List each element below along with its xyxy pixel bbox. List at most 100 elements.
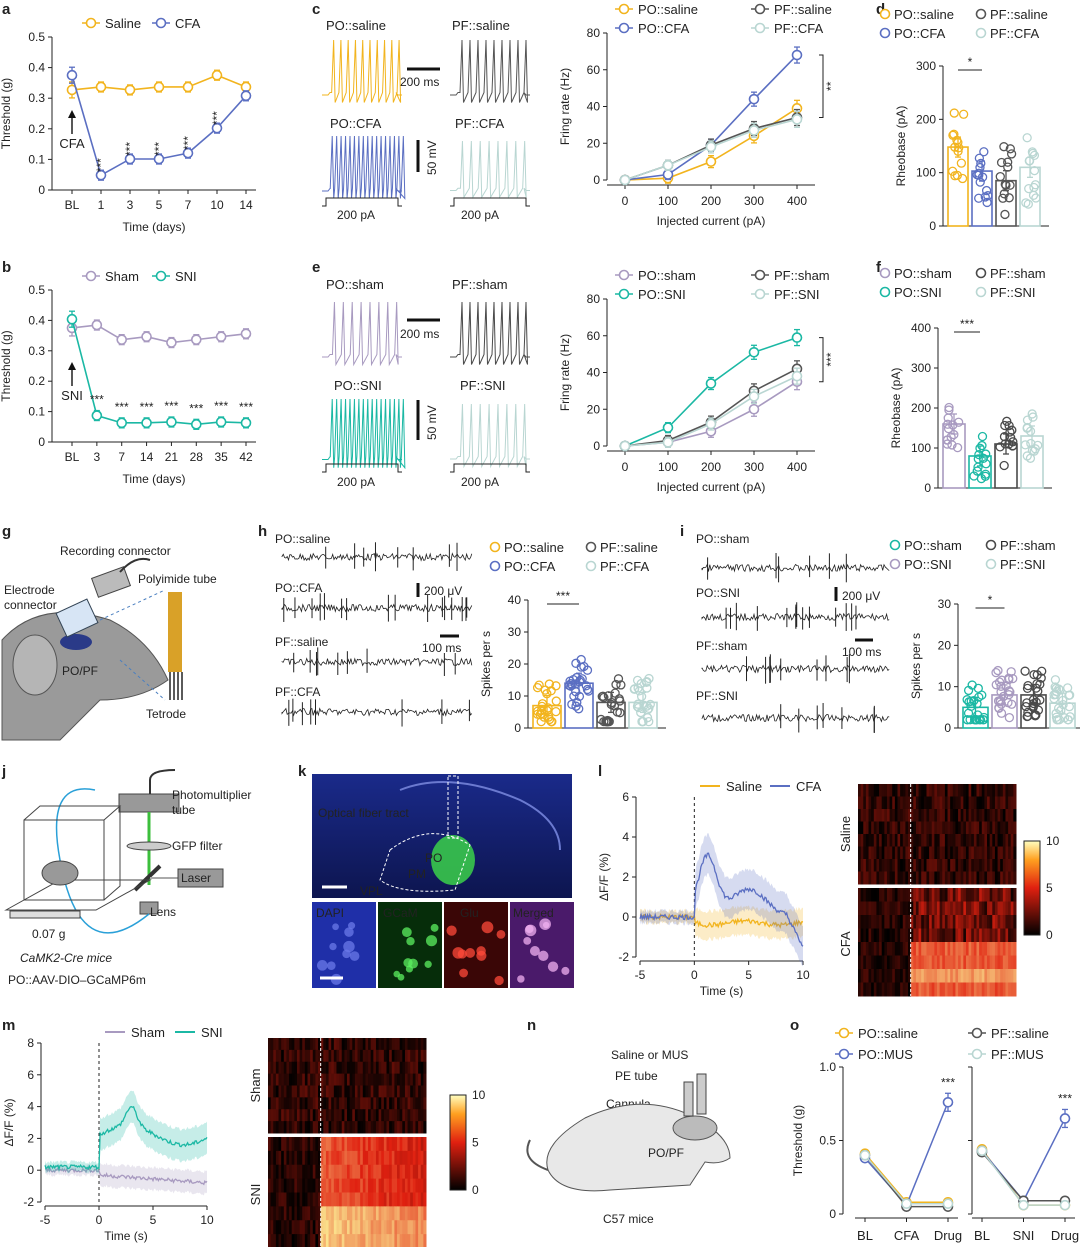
legend-item-marker bbox=[840, 1050, 849, 1059]
x-tick-label: 0 bbox=[96, 1213, 103, 1227]
label-h-pf-cfa: PF::CFA bbox=[275, 685, 320, 699]
significance-label: *** bbox=[941, 1075, 955, 1089]
legend-label: PO::saline bbox=[504, 540, 564, 555]
data-point-sni bbox=[192, 420, 201, 429]
legend-label: PO::sham bbox=[894, 266, 952, 281]
significance-bracket bbox=[819, 55, 823, 117]
cell-icon bbox=[406, 965, 413, 972]
legend-item-label: PO::sham bbox=[638, 268, 696, 283]
chart-panel-c: 020406080Fring rate (Hz)0 100 200 300 400Inj… bbox=[558, 2, 838, 228]
raw-traces-i: PO::sham PO::SNI PF::sham PF::SNI 200 μV… bbox=[696, 532, 889, 733]
x-axis-title: Time (days) bbox=[123, 472, 186, 486]
y-axis-title: ΔF/F (%) bbox=[597, 853, 611, 901]
data-dot bbox=[1064, 684, 1072, 692]
legend-label: PO::SNI bbox=[904, 557, 952, 572]
significance-label: *** bbox=[164, 399, 178, 413]
legend-marker bbox=[491, 543, 500, 552]
data-dot bbox=[980, 148, 988, 156]
heatmap-row-label: Saline bbox=[838, 816, 853, 852]
cell-icon bbox=[350, 951, 360, 961]
series-line bbox=[982, 1118, 1065, 1200]
y-tick-label: 10 bbox=[938, 680, 952, 694]
y-tick-label: 0.2 bbox=[28, 122, 45, 136]
mouse-ear-icon bbox=[13, 635, 57, 695]
y-tick-label: 400 bbox=[911, 321, 931, 335]
significance-label: * bbox=[988, 593, 993, 607]
label-polyimide: Polyimide tube bbox=[138, 572, 217, 586]
heatmap-cell bbox=[423, 1050, 426, 1062]
arrow-icon bbox=[68, 362, 76, 370]
y-axis-title: Fring rate (Hz) bbox=[558, 334, 572, 411]
significance-label: *** bbox=[824, 352, 838, 366]
label-laser: Laser bbox=[181, 871, 211, 885]
panel-label-a: a bbox=[2, 1, 11, 18]
arrow-label: SNI bbox=[61, 388, 83, 403]
y-tick-label: 80 bbox=[587, 26, 601, 40]
y-axis-title: Threshold (g) bbox=[0, 78, 13, 149]
schematic-j: Photomultiplier tube GFP filter Laser Le… bbox=[6, 770, 251, 987]
data-point bbox=[978, 1146, 987, 1155]
label-k-po: PO bbox=[425, 851, 442, 865]
chart-panel-f: 0100200300400Rheobase (pA)***PO::sham PF:… bbox=[881, 266, 1053, 495]
heatmap-cell bbox=[423, 1137, 426, 1151]
significance-label: * bbox=[968, 55, 973, 69]
y-tick-label: 40 bbox=[508, 593, 522, 607]
heatmap-cell bbox=[423, 1109, 426, 1121]
y-tick-label: -2 bbox=[618, 950, 629, 964]
heatmap-cell bbox=[1013, 942, 1016, 956]
x-tick-label: CFA bbox=[894, 1228, 920, 1243]
y-tick-label: 2 bbox=[27, 1131, 34, 1145]
label-po-cfa: PO::CFA bbox=[330, 116, 382, 131]
chart-panel-d: 0100200300Rheobase (pA)*PO::saline PF::sa… bbox=[881, 7, 1050, 233]
raw-trace bbox=[282, 605, 472, 612]
legend-label: PF::saline bbox=[990, 7, 1048, 22]
mesh-floor-icon bbox=[6, 880, 150, 910]
x-tick-label: 1 bbox=[98, 198, 105, 212]
label-po-sham: PO::sham bbox=[326, 277, 384, 292]
chart-panel-b: 00.10.20.30.40.5Threshold (g)BL 3 7 14 21 28 3… bbox=[0, 269, 256, 486]
x-tick-label: 28 bbox=[190, 450, 204, 464]
label-pmt1: Photomultiplier bbox=[172, 788, 251, 802]
cell-icon bbox=[329, 943, 336, 950]
current-label-4: 200 pA bbox=[461, 475, 499, 489]
x-tick-label: BL bbox=[857, 1228, 873, 1243]
cannula-icon-1 bbox=[684, 1082, 693, 1116]
significance-label: ** bbox=[824, 81, 838, 91]
legend-label: PO::CFA bbox=[504, 559, 556, 574]
data-point-saline bbox=[97, 82, 106, 91]
heatmap-cell bbox=[423, 1206, 426, 1220]
legend-sni-marker bbox=[157, 272, 166, 281]
data-dot bbox=[996, 173, 1004, 181]
legend-item-marker bbox=[620, 290, 629, 299]
panel-label-c: c bbox=[312, 1, 320, 18]
x-tick-label: -5 bbox=[635, 968, 646, 982]
legend-label: PO::saline bbox=[894, 7, 954, 22]
cell-icon bbox=[476, 951, 486, 961]
heatmap-cell bbox=[423, 1151, 426, 1165]
heatmap-cell bbox=[423, 1220, 426, 1234]
data-point bbox=[1061, 1114, 1070, 1123]
gfp-filter-icon bbox=[127, 842, 171, 850]
cell-icon bbox=[561, 967, 569, 975]
legend-sni-label: SNI bbox=[175, 269, 197, 284]
data-point bbox=[1061, 1201, 1070, 1210]
x-tick-label: Drug bbox=[934, 1228, 962, 1243]
x-tick-label: 400 bbox=[787, 460, 807, 474]
rat-brain-icon bbox=[673, 1116, 717, 1140]
schematic-g: Recording connector Polyimide tube Elect… bbox=[2, 544, 217, 740]
data-point bbox=[664, 423, 673, 432]
current-label-1: 200 pA bbox=[337, 208, 375, 222]
heatmap-cell bbox=[423, 1165, 426, 1179]
label-virus: PO::AAV-DIO–GCaMP6m bbox=[8, 973, 146, 987]
raw-trace bbox=[702, 666, 889, 673]
heatmap-cell bbox=[1013, 847, 1016, 860]
colorbar-tick-label: 0 bbox=[472, 1183, 479, 1197]
label-h-pf-saline: PF::saline bbox=[275, 635, 329, 649]
significance-label: *** bbox=[214, 399, 228, 413]
y-tick-label: 60 bbox=[587, 329, 601, 343]
legend-item-marker bbox=[840, 1029, 849, 1038]
legend-marker bbox=[891, 560, 900, 569]
data-point-sham bbox=[192, 335, 201, 344]
x-tick-label: -5 bbox=[40, 1213, 51, 1227]
x-tick-label: 300 bbox=[744, 194, 764, 208]
